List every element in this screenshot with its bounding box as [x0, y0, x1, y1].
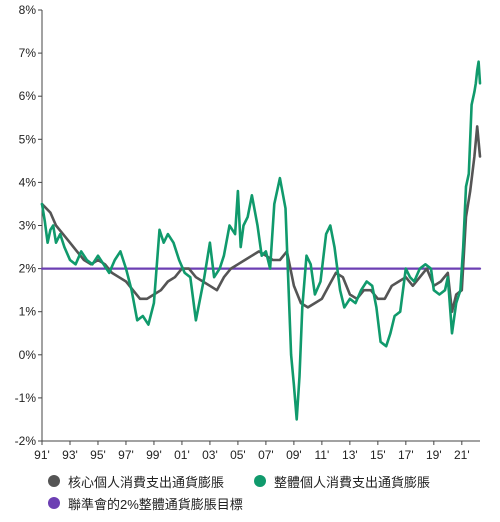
- series-layer: [40, 60, 482, 421]
- x-tick-label: 17': [398, 448, 414, 462]
- x-tick-label: 91': [34, 448, 50, 462]
- x-axis: 91' 93' 95' 97' 99' 01' 03' 05' 07' 09' 11' 13' 15' 1…: [34, 440, 480, 462]
- y-tick-label: 1%: [19, 305, 37, 319]
- x-tick-label: 05': [230, 448, 246, 462]
- x-tick-label: 07': [258, 448, 274, 462]
- legend-label-fed-target: 聯準會的2%整體通貨膨脹目標: [68, 496, 243, 512]
- legend-label-core-pce: 核心個人消費支出通貨膨脹: [68, 474, 225, 490]
- y-tick-label: 8%: [19, 3, 37, 17]
- x-tick-label: 97': [118, 448, 134, 462]
- legend-item-fed-target: 聯準會的2%整體通貨膨脹目標: [48, 494, 243, 513]
- y-tick-label: 7%: [19, 46, 37, 60]
- x-tick-label: 21': [454, 448, 470, 462]
- x-tick-label: 03': [202, 448, 218, 462]
- x-tick-label: 13': [342, 448, 358, 462]
- y-tick-label: 5%: [19, 132, 37, 146]
- y-tick-label: 2%: [19, 262, 37, 276]
- y-tick-label: 4%: [19, 175, 37, 189]
- series-line-headline-pce: [40, 60, 482, 421]
- line-chart: 8% 7% 6% 5% 4% 3% 2% 1% 0% -1% -2% 91' 93' 95' 97' 99'…: [15, 3, 482, 462]
- chart-legend: 核心個人消費支出通貨膨脹 整體個人消費支出通貨膨脹 聯準會的2%整體通貨膨脹目標: [48, 470, 488, 514]
- series-line-core-pce: [40, 125, 482, 314]
- legend-swatch-fed-target: [48, 497, 60, 509]
- y-tick-label: 3%: [19, 219, 37, 233]
- x-tick-label: 99': [146, 448, 162, 462]
- x-tick-label: 19': [426, 448, 442, 462]
- x-tick-label: 09': [286, 448, 302, 462]
- y-axis: 8% 7% 6% 5% 4% 3% 2% 1% 0% -1% -2%: [15, 3, 43, 448]
- x-tick-label: 93': [62, 448, 78, 462]
- x-tick-label: 15': [370, 448, 386, 462]
- legend-swatch-headline-pce: [254, 475, 267, 487]
- y-tick-label: -1%: [15, 391, 37, 405]
- x-tick-label: 95': [90, 448, 106, 462]
- x-tick-label: 01': [174, 448, 190, 462]
- y-tick-label: 0%: [19, 348, 37, 362]
- x-tick-label: 11': [314, 448, 329, 462]
- y-tick-label: 6%: [19, 89, 37, 103]
- legend-swatch-core-pce: [48, 475, 60, 487]
- legend-item-headline-pce: 整體個人消費支出通貨膨脹: [254, 472, 430, 491]
- y-tick-label: -2%: [15, 434, 37, 448]
- legend-label-headline-pce: 整體個人消費支出通貨膨脹: [274, 474, 431, 490]
- legend-item-core-pce: 核心個人消費支出通貨膨脹: [48, 472, 224, 491]
